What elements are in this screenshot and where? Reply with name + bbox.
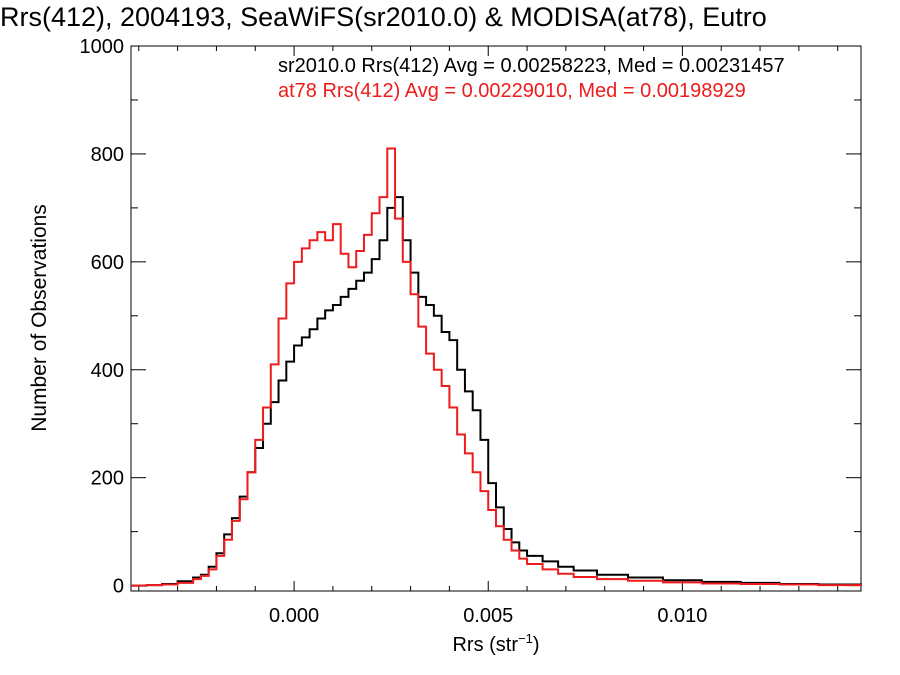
x-tick-label: 0.010	[657, 605, 707, 627]
y-tick-label: 0	[113, 576, 124, 598]
axis-ticks: 0.000 0.005 0.010 0 200 400 600 800 1000	[80, 36, 861, 627]
y-axis-label: Number of Observations	[28, 204, 51, 432]
x-axis-label-superscript: −1	[518, 631, 533, 646]
x-axis-label: Rrs (str−1)	[452, 631, 539, 656]
x-tick-label: 0.000	[269, 605, 319, 627]
y-tick-label: 600	[91, 252, 124, 274]
series-at78-histogram	[131, 147, 862, 587]
y-tick-label: 400	[91, 360, 124, 382]
x-tick-label: 0.005	[463, 605, 513, 627]
annotation-red: at78 Rrs(412) Avg = 0.00229010, Med = 0.…	[278, 80, 746, 102]
plot-frame	[130, 45, 862, 592]
series-layer	[131, 147, 862, 587]
y-tick-label: 800	[91, 144, 124, 166]
y-tick-label: 1000	[80, 36, 125, 58]
chart-title: Rrs(412), 2004193, SeaWiFS(sr2010.0) & M…	[0, 2, 767, 32]
y-tick-label: 200	[91, 468, 124, 490]
x-axis-label-main: Rrs (str	[452, 634, 518, 656]
series-sr2010.0-histogram	[131, 196, 862, 587]
x-axis-label-end: )	[533, 634, 540, 656]
annotation-black: sr2010.0 Rrs(412) Avg = 0.00258223, Med …	[278, 55, 785, 77]
